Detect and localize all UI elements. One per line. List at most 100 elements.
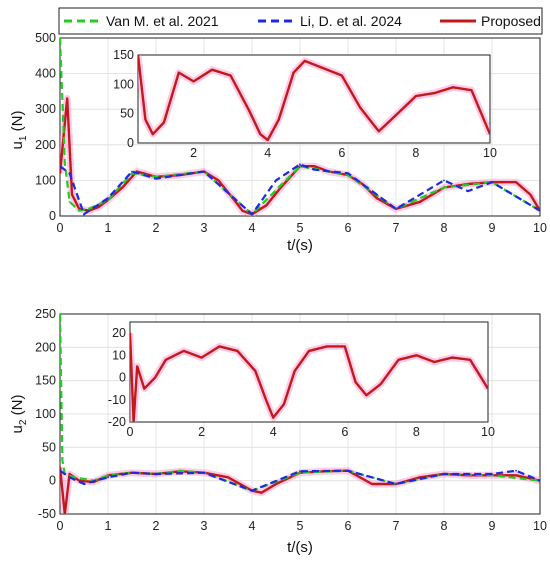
u2-series-group [60, 314, 540, 514]
u2-inset-frame [129, 321, 489, 423]
u2_main-point-li-d-et-al-2024 [539, 479, 540, 482]
u2_main-point-proposed [63, 513, 66, 514]
u1_main-point-li-d-et-al-2024 [539, 209, 540, 212]
u2_inset-xtick-label: 6 [341, 425, 348, 439]
u2_inset-xtick-label: 4 [270, 425, 277, 439]
u2_main-ytick-label: 150 [35, 374, 56, 388]
u1_inset-xtick-label: 10 [483, 146, 497, 160]
u1_main-point-van-m-et-al-2021 [68, 200, 71, 203]
u2_main-point-li-d-et-al-2024 [347, 469, 349, 472]
u2_main-point-li-d-et-al-2024 [203, 471, 205, 474]
u2_main-point-li-d-et-al-2024 [251, 489, 253, 492]
u2_main-xtick-label: 1 [105, 519, 112, 533]
u2_inset-point-proposed [236, 349, 239, 352]
u2_main-xtick-label: 6 [345, 519, 352, 533]
u2_main-point-proposed [60, 466, 61, 469]
u1_main-point-proposed [60, 172, 61, 175]
u2_main-xtick-label: 8 [441, 519, 448, 533]
u2_inset-point-proposed [343, 345, 346, 348]
u1_main-point-li-d-et-al-2024 [203, 170, 205, 173]
u1_inset-point-proposed [277, 118, 280, 121]
u1_main-ytick-label: 300 [35, 102, 56, 116]
u1_main-point-proposed [97, 206, 100, 209]
u1_main-xtick-label: 2 [153, 221, 160, 235]
u2_inset-ytick-label: -20 [108, 415, 126, 429]
u1_inset-point-proposed [144, 118, 147, 121]
u1_main-point-proposed [361, 183, 364, 185]
u2-inset-series-group [130, 332, 488, 422]
u2_inset-point-proposed [182, 349, 185, 352]
u1_main-point-van-m-et-al-2021 [155, 175, 157, 178]
u2-inset-tick-labels: 0 2 4 6 8 10 -20 -10 0 10 20 [108, 326, 495, 439]
legend-label-van: Van M. et al. 2021 [106, 13, 219, 29]
u2_inset-point-proposed [354, 381, 357, 383]
u1_main-point-li-d-et-al-2024 [313, 168, 316, 171]
u2_inset-point-proposed [272, 416, 275, 419]
u1_main-point-proposed [375, 197, 378, 200]
u1_main-point-van-m-et-al-2021 [87, 207, 90, 210]
u1-ylabel-sub: 1 [18, 135, 29, 141]
u2_inset-point-proposed [451, 356, 454, 359]
u1-ylabel: u1 (N) [9, 111, 29, 150]
u2_main-ytick-label: -50 [38, 507, 56, 521]
u2_inset-point-proposed [132, 421, 135, 422]
u1_main-ytick-label: 200 [35, 138, 56, 152]
u2-xlabel: t/(s) [287, 539, 313, 556]
u1-ylabel-main: u [9, 141, 26, 149]
u1_inset-point-proposed [163, 121, 165, 124]
u1_main-point-van-m-et-al-2021 [131, 172, 133, 175]
u1_main-point-li-d-et-al-2024 [131, 170, 133, 173]
u1_main-point-li-d-et-al-2024 [467, 190, 469, 192]
u1_main-ytick-label: 100 [35, 173, 56, 187]
u2_main-point-li-d-et-al-2024 [299, 470, 301, 473]
u2_main-point-li-d-et-al-2024 [395, 483, 397, 485]
u1_main-point-li-d-et-al-2024 [83, 213, 85, 216]
u1_main-point-proposed [217, 179, 220, 182]
u1_inset-ytick-label: 50 [120, 107, 134, 121]
u1_inset-point-proposed [452, 86, 454, 89]
u2_main-point-van-m-et-al-2021 [60, 314, 61, 315]
u2_main-xtick-label: 4 [249, 519, 256, 533]
u2_main-point-li-d-et-al-2024 [443, 473, 445, 475]
u2_inset-point-proposed [130, 332, 131, 335]
u1_inset-point-proposed [151, 133, 154, 136]
u1_inset-point-proposed [359, 106, 362, 109]
u1_inset-point-proposed [138, 55, 139, 56]
u2_inset-ytick-label: 10 [112, 348, 126, 362]
u1_main-series-proposed [60, 97, 540, 216]
u1_inset-ytick-label: 0 [127, 136, 134, 150]
u1_main-point-proposed [66, 97, 69, 100]
u1_inset-xtick-label: 6 [338, 146, 345, 160]
u1_main-ytick-label: 0 [49, 209, 56, 223]
u2_main-ytick-label: 250 [35, 307, 56, 321]
u1_main-xtick-label: 9 [489, 221, 496, 235]
u2_inset-point-proposed [397, 358, 400, 361]
u2_inset-ytick-label: -10 [108, 393, 126, 407]
u1_main-point-li-d-et-al-2024 [347, 172, 349, 175]
u2_inset-point-proposed [143, 387, 146, 390]
legend-label-proposed: Proposed [481, 13, 541, 29]
u1_main-point-proposed [241, 209, 244, 212]
u2_inset-point-proposed [487, 387, 488, 390]
u1_main-xtick-label: 8 [441, 221, 448, 235]
u2_main-point-van-m-et-al-2021 [179, 469, 181, 472]
u1_inset-point-proposed [396, 112, 399, 115]
u1_main-point-proposed [71, 193, 73, 196]
u1_main-xtick-label: 1 [105, 221, 112, 235]
u2_main-point-van-m-et-al-2021 [73, 476, 76, 479]
u1_inset-series-proposed [138, 55, 490, 142]
u2-ylabel-main: u [9, 425, 26, 433]
u1-series-group [60, 38, 540, 216]
u2_main-ytick-label: 0 [49, 474, 56, 488]
u2_main-point-li-d-et-al-2024 [60, 469, 61, 472]
u1_inset-point-proposed [433, 92, 436, 95]
u2_main-point-li-d-et-al-2024 [131, 471, 133, 474]
u2_inset-point-proposed [415, 354, 418, 357]
u1_inset-ytick-label: 150 [113, 48, 134, 62]
u2_main-xtick-label: 3 [201, 519, 208, 533]
u1_main-point-li-d-et-al-2024 [251, 213, 253, 216]
